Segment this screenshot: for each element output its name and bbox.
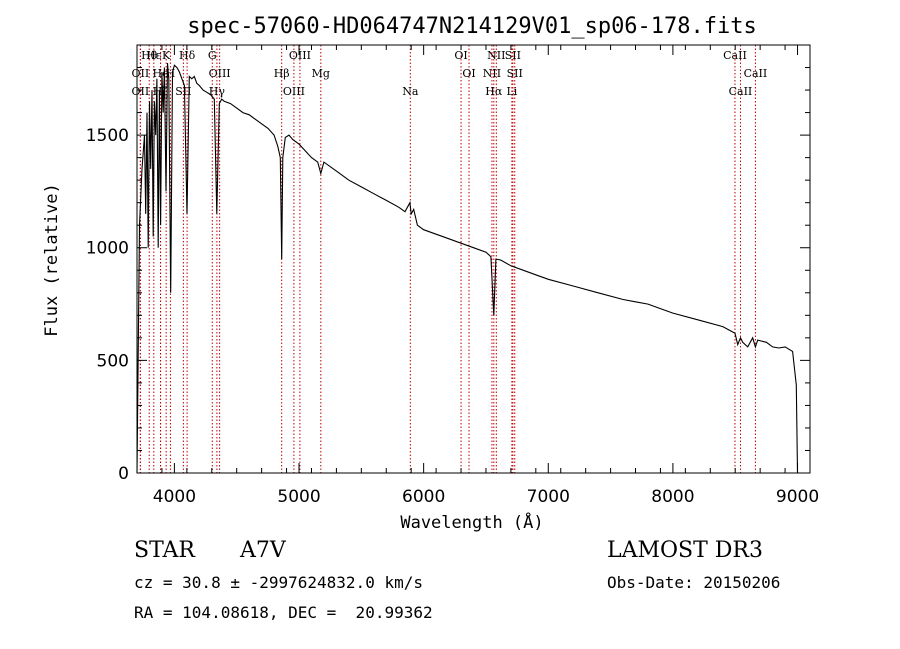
line-marker-label: CaII (744, 67, 768, 80)
line-marker-label: CaII (729, 85, 753, 98)
line-marker-label: OII (132, 67, 150, 80)
line-marker-label: Li (506, 85, 517, 98)
line-marker-label: Mg (312, 67, 330, 80)
x-tick-label: 5000 (277, 487, 320, 507)
ticks: 4000 5000 6000 7000 8000 9000 0 500 1000 1500 (86, 45, 819, 507)
line-marker-label: SII (507, 67, 523, 80)
line-marker-label: Hε (146, 49, 162, 62)
line-marker-label: SII (175, 85, 191, 98)
line-marker-labels: HθOIIOIIHεHeHζKHSIIHδOIIIHγGHβOIIIOIIIMg… (132, 49, 768, 98)
y-tick-label: 500 (97, 351, 129, 371)
x-axis-label: Wavelength (Å) (400, 511, 543, 533)
line-marker-label: Hγ (209, 85, 226, 98)
object-subclass: A7V (240, 538, 286, 563)
line-marker-label: Hδ (179, 49, 196, 62)
redshift-cz: cz = 30.8 ± -2997624832.0 km/s (134, 573, 423, 592)
obs-date: Obs-Date: 20150206 (607, 573, 781, 592)
x-tick-label: 7000 (527, 487, 570, 507)
line-marker-label: Na (402, 85, 419, 98)
chart-title: spec-57060-HD064747N214129V01_sp06-178.f… (187, 14, 757, 39)
line-marker-label: OI (454, 49, 467, 62)
survey-name: LAMOST DR3 (607, 538, 763, 563)
line-marker-label: OII (132, 85, 150, 98)
axes (136, 44, 811, 474)
y-tick-label: 0 (118, 464, 129, 484)
plot-frame (136, 44, 811, 474)
line-marker-label: Hα (485, 85, 503, 98)
y-tick-label: 1000 (86, 239, 129, 259)
spectrum-line (136, 62, 799, 474)
line-markers (139, 45, 756, 473)
y-axis-label: Flux (relative) (42, 183, 62, 337)
line-marker-label: OIII (289, 49, 311, 62)
x-tick-label: 8000 (651, 487, 694, 507)
x-tick-label: 9000 (776, 487, 819, 507)
object-class: STAR (134, 538, 195, 563)
x-tick-label: 6000 (402, 487, 445, 507)
line-marker-label: Hζ (153, 85, 169, 98)
line-marker-label: OIII (283, 85, 305, 98)
line-marker-label: SII (505, 49, 521, 62)
coordinates: RA = 104.08618, DEC = 20.99362 (134, 603, 433, 622)
line-marker-label: NII (487, 49, 505, 62)
line-marker-label: K (162, 49, 171, 62)
line-marker-label: Hβ (274, 67, 290, 80)
y-tick-label: 1500 (86, 126, 129, 146)
line-marker-label: OIII (209, 67, 231, 80)
x-tick-label: 4000 (153, 487, 196, 507)
line-marker-label: OI (462, 67, 475, 80)
line-marker-label: NII (483, 67, 501, 80)
line-marker-label: H (166, 67, 176, 80)
line-marker-label: G (208, 49, 217, 62)
line-marker-label: CaII (723, 49, 747, 62)
line-marker-label: Hθ (141, 49, 158, 62)
